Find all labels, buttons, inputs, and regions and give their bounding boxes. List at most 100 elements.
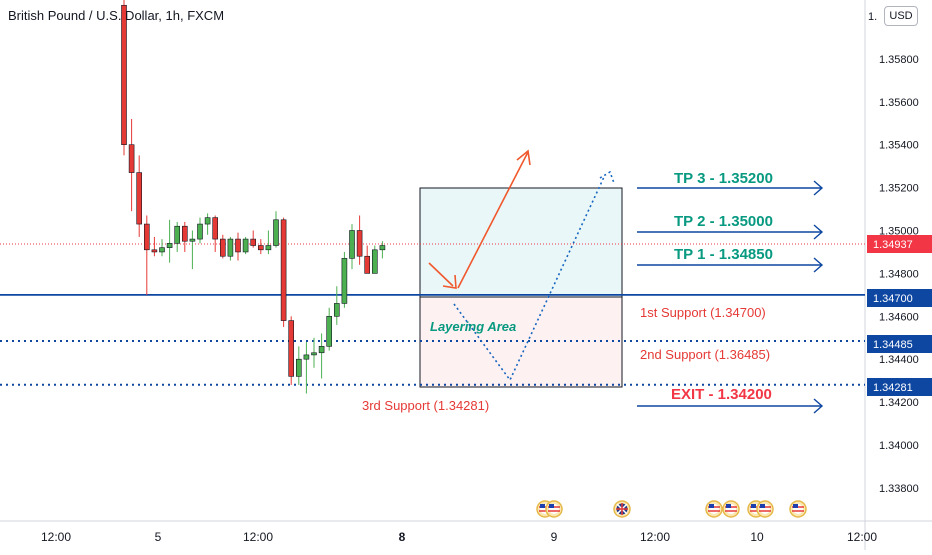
candle-up <box>326 315 333 347</box>
price-tick-label: 1.35400 <box>879 140 919 152</box>
candle-up <box>166 243 173 248</box>
candle-up <box>333 303 340 317</box>
candle-up <box>197 223 203 240</box>
candle-up <box>189 238 196 242</box>
candle-down <box>250 238 256 246</box>
support1-label: 1st Support (1.34700) <box>640 305 766 320</box>
candle-down <box>136 172 142 225</box>
layering-label: Layering Area <box>430 319 516 334</box>
candle-up <box>318 346 325 354</box>
price-tick-label: 1.35600 <box>879 97 919 109</box>
candles <box>121 0 386 394</box>
candle-down <box>220 238 226 257</box>
price-tick-label: 1. <box>868 11 877 23</box>
level-badge-1-text: 1.34700 <box>873 293 913 305</box>
up-arrow-head <box>516 149 531 166</box>
current-price-text: 1.34937 <box>873 239 913 251</box>
candle-up <box>295 358 302 377</box>
price-tick-label: 1.34600 <box>879 311 919 323</box>
us-flag-icon[interactable] <box>756 500 774 518</box>
projection-arrows <box>428 149 615 382</box>
candle-down <box>280 219 287 321</box>
candle-down <box>121 4 127 146</box>
candle-down <box>128 144 135 173</box>
us-flag-icon[interactable] <box>789 500 807 518</box>
exit-label: EXIT - 1.34200 <box>671 386 772 403</box>
candle-up <box>265 245 272 251</box>
tp2-arrow-head <box>813 224 824 240</box>
price-tick-label: 1.35000 <box>879 226 919 238</box>
tp1-label: TP 1 - 1.34850 <box>674 246 773 263</box>
exit-arrow-head <box>813 398 824 414</box>
candle-up <box>159 247 165 253</box>
candle-down <box>364 255 371 274</box>
time-tick-label: 12:00 <box>243 530 273 544</box>
time-tick-label: 12:00 <box>41 530 71 544</box>
level-badge-3-text: 1.34281 <box>873 382 913 394</box>
candle-down <box>257 245 264 251</box>
support2-label: 2nd Support (1.36485) <box>640 347 770 362</box>
dotted-path-head <box>599 170 615 184</box>
tp3-arrow-head <box>813 180 824 196</box>
candle-up <box>311 352 317 356</box>
up-arrow <box>457 151 529 289</box>
candle-down <box>235 238 241 253</box>
target-zone <box>419 187 623 298</box>
us-flag-icon[interactable] <box>705 500 723 518</box>
uk-flag-icon[interactable] <box>613 500 631 518</box>
price-tick-label: 1.34400 <box>879 354 919 366</box>
price-tick-label: 1.34800 <box>879 268 919 280</box>
level-badge-2 <box>867 335 932 353</box>
price-tick-label: 1.33800 <box>879 483 919 495</box>
price-tick-label: 1.35800 <box>879 54 919 66</box>
target-arrows <box>637 180 824 414</box>
price-badges: 1.34937 1.34700 1.34485 1.34281 <box>867 235 932 396</box>
candle-up <box>204 217 211 225</box>
candle-up <box>227 238 234 257</box>
time-tick-label: 9 <box>551 530 558 544</box>
candle-down <box>182 225 188 242</box>
level-badge-1 <box>867 289 932 307</box>
level-badge-3 <box>867 378 932 396</box>
currency-button[interactable]: USD <box>884 6 918 26</box>
price-axis[interactable]: 1.35800 1.35600 1.35400 1.35200 1.35000 1.348… <box>868 11 919 495</box>
price-tick-label: 1.34000 <box>879 440 919 452</box>
event-flags[interactable] <box>536 500 807 518</box>
candle-up <box>349 230 355 259</box>
candle-up <box>242 238 249 253</box>
dotted-path <box>453 176 605 382</box>
time-tick-label: 8 <box>399 530 406 544</box>
price-tick-label: 1.35200 <box>879 183 919 195</box>
price-tick-label: 1.34200 <box>879 397 919 409</box>
candle-up <box>341 258 348 304</box>
candle-up <box>379 245 386 251</box>
candle-down <box>144 223 150 251</box>
tp1-arrow-head <box>813 257 824 273</box>
candle-down <box>288 320 295 377</box>
support3-label: 3rd Support (1.34281) <box>362 398 489 413</box>
tp3-label: TP 3 - 1.35200 <box>674 170 773 187</box>
entry-arrow <box>428 262 454 287</box>
candle-down <box>356 230 363 257</box>
support-levels <box>0 293 865 386</box>
candle-down <box>212 217 218 240</box>
time-tick-label: 12:00 <box>640 530 670 544</box>
time-tick-label: 5 <box>155 530 162 544</box>
time-tick-label: 10 <box>750 530 764 544</box>
level-badge-2-text: 1.34485 <box>873 339 913 351</box>
time-axis[interactable]: 12:00 5 12:00 8 9 12:00 10 12:00 <box>41 530 877 544</box>
us-flag-icon[interactable] <box>545 500 563 518</box>
candle-up <box>371 249 378 274</box>
current-price-badge <box>867 235 932 253</box>
chart-title: British Pound / U.S. Dollar, 1h, FXCM <box>8 8 225 23</box>
candle-down <box>151 249 158 253</box>
candle-up <box>273 219 279 246</box>
entry-arrow-head <box>442 274 457 289</box>
candle-up <box>174 225 180 244</box>
tp2-label: TP 2 - 1.35000 <box>674 213 773 230</box>
time-tick-label: 12:00 <box>847 530 877 544</box>
us-flag-icon[interactable] <box>722 500 740 518</box>
layering-zone <box>419 296 623 388</box>
